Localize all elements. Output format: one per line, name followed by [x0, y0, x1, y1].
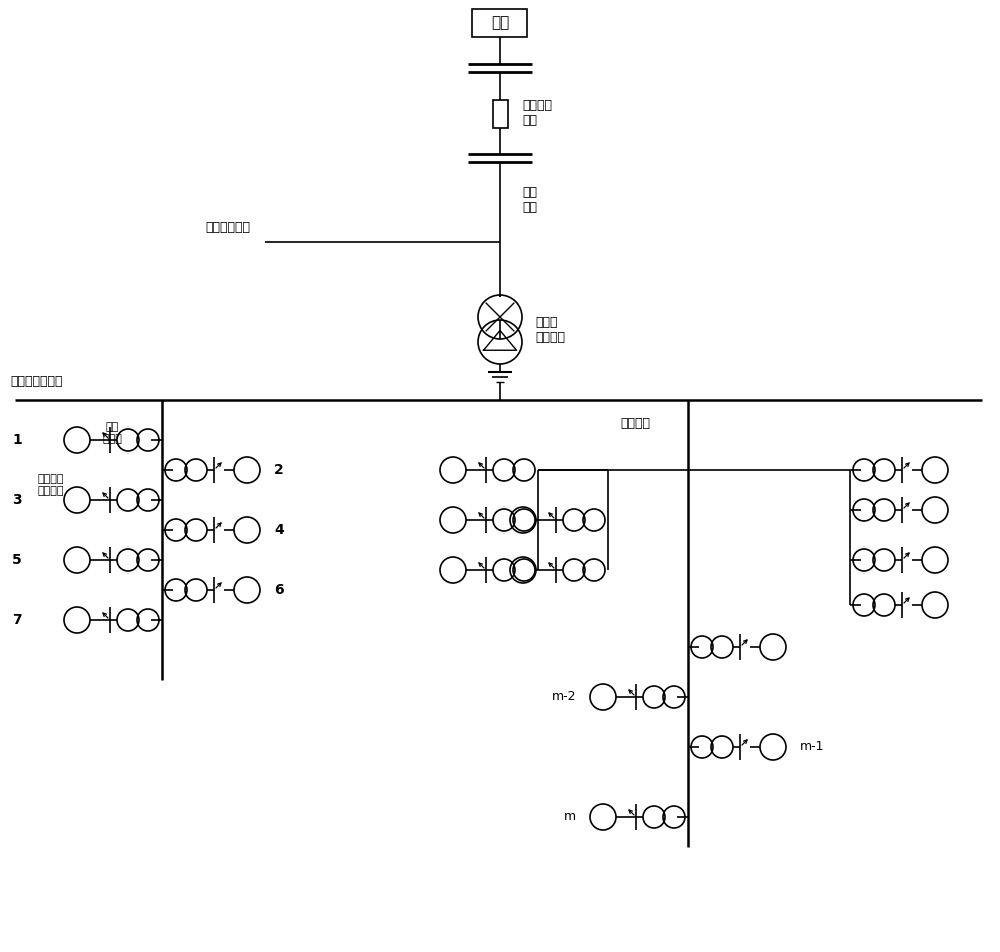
Text: 架空线路: 架空线路: [620, 417, 650, 430]
Text: 电网等值
阱抗: 电网等值 阱抗: [522, 99, 552, 127]
Text: 6: 6: [274, 583, 284, 597]
Text: m-2: m-2: [552, 690, 576, 704]
Text: m-1: m-1: [800, 741, 824, 753]
Text: 1: 1: [12, 433, 22, 447]
Text: 2: 2: [274, 463, 284, 477]
Text: 架空
线路: 架空 线路: [522, 186, 537, 214]
Text: 4: 4: [274, 523, 284, 537]
Text: 机端
变压器: 机端 变压器: [102, 422, 122, 444]
Text: 风电场出口处: 风电场出口处: [205, 221, 250, 234]
Text: 风电场
主变压器: 风电场 主变压器: [535, 316, 565, 344]
Bar: [472, 9, 527, 37]
Text: 风电场中压母线: 风电场中压母线: [10, 375, 62, 388]
Text: 直驱永磁
风电机组: 直驱永磁 风电机组: [38, 474, 64, 496]
Text: 5: 5: [12, 553, 22, 567]
Text: 3: 3: [12, 493, 22, 507]
Bar: [492, 100, 508, 128]
Text: m: m: [564, 810, 576, 823]
Text: 电网: 电网: [491, 15, 509, 30]
Text: 7: 7: [12, 613, 22, 627]
